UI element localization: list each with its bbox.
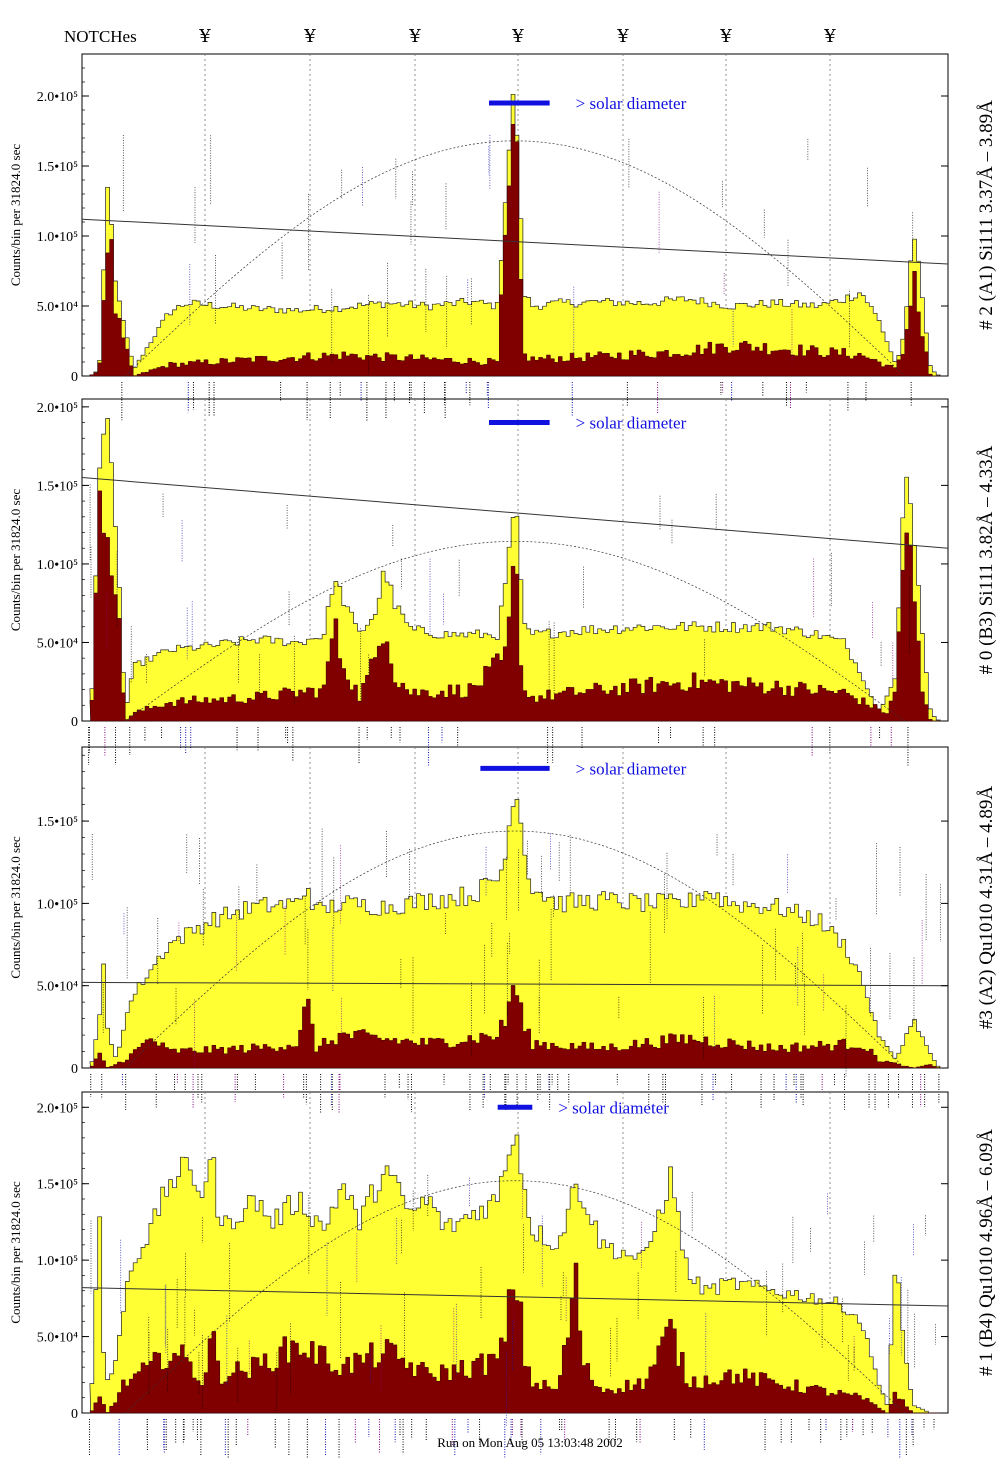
panel-1: 0 5.0•10⁴ 1.0•10⁵ 1.5•10⁵ 2.0•10⁵ Counts/bin …: [8, 53, 997, 422]
notch-marker-5: ¥: [616, 26, 629, 47]
y-tick-label: 1.0•10⁵: [37, 230, 78, 245]
run-footer: Run on Mon Aug 05 13:03:48 2002: [437, 1435, 623, 1450]
panel-4: 0 5.0•10⁴ 1.0•10⁵ 1.5•10⁵ 2.0•10⁵ Counts/bin …: [8, 1091, 997, 1459]
solar-diameter-label: > solar diameter: [576, 759, 687, 778]
y-tick-label: 5.0•10⁴: [37, 300, 78, 315]
line-counts-area: [89, 1262, 941, 1414]
solar-diameter-label: > solar diameter: [576, 94, 687, 113]
y-tick-label: 1.5•10⁵: [37, 815, 78, 830]
y-axis-label: Counts/bin per 31824.0 sec: [8, 1181, 23, 1323]
notch-marker-2: ¥: [303, 26, 316, 47]
y-tick-label: 0: [71, 370, 78, 385]
panel-3: 0 5.0•10⁴ 1.0•10⁵ 1.5•10⁵ Counts/bin per 318…: [8, 746, 997, 1114]
notch-marker-7: ¥: [823, 26, 836, 47]
y-tick-label: 1.0•10⁵: [37, 897, 78, 912]
y-tick-label: 5.0•10⁴: [37, 636, 78, 651]
y-tick-label: 0: [71, 1407, 78, 1422]
y-tick-label: 1.5•10⁵: [37, 1178, 78, 1193]
solar-diameter-label: > solar diameter: [576, 414, 687, 433]
line-counts-area: [89, 124, 941, 377]
notch-markers: ¥ ¥ ¥ ¥ ¥ ¥ ¥: [198, 26, 836, 47]
notch-marker-3: ¥: [408, 26, 421, 47]
y-tick-label: 2.0•10⁵: [37, 90, 78, 105]
notch-marker-6: ¥: [719, 26, 732, 47]
y-tick-label: 0: [71, 715, 78, 730]
background-model-curve: [125, 140, 905, 377]
background-model-curve: [125, 540, 905, 722]
notches-label: NOTCHes: [64, 27, 137, 46]
y-tick-label: 2.0•10⁵: [37, 401, 78, 416]
y-tick-label: 1.0•10⁵: [37, 558, 78, 573]
panel-title: #3 (A2) Qu1010 4.31Å – 4.89Å: [976, 786, 997, 1030]
total-counts-area: [89, 1134, 941, 1414]
y-tick-label: 5.0•10⁴: [37, 980, 78, 995]
y-tick-label: 1.5•10⁵: [37, 479, 78, 494]
y-tick-label: 5.0•10⁴: [37, 1331, 78, 1346]
panel-title: # 1 (B4) Qu1010 4.96Å – 6.09Å: [976, 1129, 997, 1376]
background-model-curve: [125, 1180, 905, 1414]
y-tick-label: 0: [71, 1062, 78, 1077]
trend-line: [81, 1287, 949, 1307]
line-counts-area: [89, 490, 941, 722]
y-tick-label: 2.0•10⁵: [37, 1101, 78, 1116]
notch-marker-4: ¥: [511, 26, 524, 47]
y-axis-label: Counts/bin per 31824.0 sec: [8, 144, 23, 286]
panel-title: # 2 (A1) Si111 3.37Å – 3.89Å: [976, 100, 997, 330]
trend-line: [81, 477, 949, 549]
total-counts-area: [89, 799, 941, 1069]
panel-2: 0 5.0•10⁴ 1.0•10⁵ 1.5•10⁵ 2.0•10⁵ Counts/bin …: [8, 398, 997, 766]
line-counts-area: [89, 985, 941, 1069]
y-axis-label: Counts/bin per 31824.0 sec: [8, 836, 23, 978]
y-tick-label: 1.5•10⁵: [37, 160, 78, 175]
trend-line: [81, 218, 949, 265]
solar-diameter-label: > solar diameter: [558, 1098, 669, 1117]
y-axis-label: Counts/bin per 31824.0 sec: [8, 489, 23, 631]
trend-line: [81, 981, 949, 987]
panels: 0 5.0•10⁴ 1.0•10⁵ 1.5•10⁵ 2.0•10⁵ Counts/bin …: [8, 53, 997, 1459]
notch-marker-1: ¥: [198, 26, 211, 47]
y-tick-label: 1.0•10⁵: [37, 1254, 78, 1269]
panel-title: # 0 (B3) Si111 3.82Å – 4.33Å: [976, 445, 997, 674]
